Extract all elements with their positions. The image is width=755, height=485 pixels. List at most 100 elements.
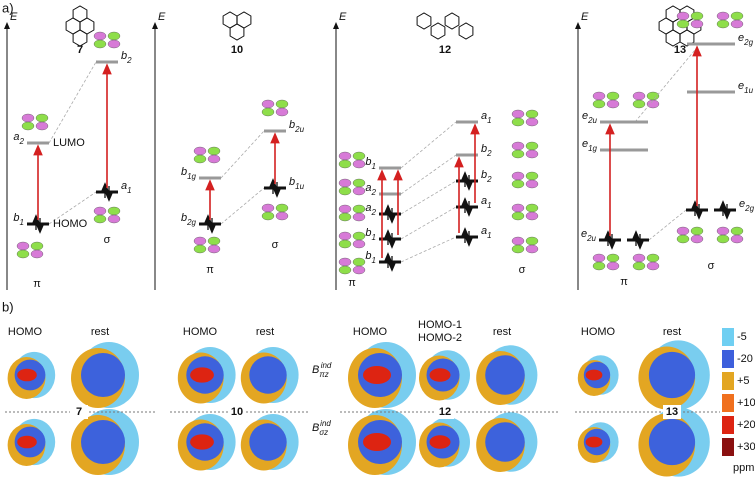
symbol: e [581, 228, 587, 240]
symbol: b [289, 176, 295, 188]
orbital-lobe [632, 261, 646, 271]
legend-swatch [722, 328, 734, 346]
number-bg [228, 405, 246, 419]
orbital-lobe [338, 178, 352, 188]
symmetry-label: σ [708, 260, 715, 272]
deshielding-core [363, 366, 391, 384]
orbital-lobe [338, 159, 352, 169]
orbital-lobe [690, 226, 704, 236]
orbital-lobe [676, 11, 690, 21]
orbital-lobe [632, 91, 646, 101]
orbital-lobe [592, 99, 606, 109]
symbol: e [582, 110, 588, 122]
symbol: a [121, 180, 127, 192]
legend-swatch [722, 350, 734, 368]
orbital-lobe [646, 253, 660, 263]
orbital-lobe [193, 244, 207, 254]
level-label: e2u [582, 110, 598, 125]
column-header: rest [256, 326, 274, 338]
orbital-lobe [676, 226, 690, 236]
orbital-lobe [352, 239, 366, 249]
symmetry-label: σ [272, 239, 279, 251]
orbital-lobe [352, 257, 366, 267]
molecule-ring [416, 12, 432, 30]
molecule-ring [679, 29, 695, 47]
level-label: a1 [481, 225, 492, 240]
orbital-lobe [632, 99, 646, 109]
level-label: b2u [289, 119, 305, 134]
orbital-lobe [592, 261, 606, 271]
column-header: HOMO [353, 326, 388, 338]
orbital-lobe [632, 253, 646, 263]
deshielding-core [190, 434, 214, 450]
orbital-lobe [261, 203, 275, 213]
level-label: a1 [121, 180, 132, 195]
column-header: HOMO [183, 326, 218, 338]
symbol: b [181, 166, 187, 178]
legend-label: +10 [737, 397, 755, 409]
symbol: a [481, 195, 487, 207]
level-label: a1 [481, 195, 492, 210]
deshielding-core [17, 435, 37, 449]
orbital-lobe [646, 261, 660, 271]
subscript: σz [319, 428, 328, 437]
shielding-core [81, 353, 125, 397]
subscript: 2 [371, 188, 377, 197]
orbital-lobe [716, 19, 730, 29]
subscript: 2 [126, 56, 132, 65]
orbital-lobe [716, 226, 730, 236]
axis-label: E [339, 11, 347, 23]
subscript: 1g [588, 144, 597, 153]
molecule-ring [458, 22, 474, 40]
subscript: 2u [586, 234, 596, 243]
symmetry-label: σ [519, 264, 526, 276]
orbital-lobe [525, 117, 539, 127]
legend-swatch [722, 438, 734, 456]
orbital-lobe [275, 107, 289, 117]
orbital-lobe [93, 31, 107, 41]
orbital-lobe [207, 244, 221, 254]
symmetry-label: π [33, 278, 41, 290]
column-header: HOMO-2 [418, 332, 462, 344]
subscript: 2g [744, 204, 754, 213]
level-label: b1 [365, 156, 376, 171]
correlation-line [648, 209, 687, 241]
orbital-lobe [338, 212, 352, 222]
legend-swatch [722, 372, 734, 390]
subscript: 2g [186, 218, 196, 227]
level-label: b1u [289, 176, 305, 191]
subscript: 1g [187, 172, 196, 181]
column-header: rest [493, 326, 511, 338]
molecule-ring [229, 23, 245, 41]
symbol: b [365, 227, 371, 239]
orbital-lobe [511, 211, 525, 221]
shielding-core [485, 422, 525, 462]
orbital-lobe [207, 146, 221, 156]
level-label: a1 [481, 110, 492, 125]
symbol: b [481, 143, 487, 155]
correlation-line [400, 180, 457, 215]
symmetry-label: π [348, 277, 356, 289]
orbital-lobe [511, 141, 525, 151]
symbol: b [121, 50, 127, 62]
subscript: 2 [19, 137, 25, 146]
molecule-ring [444, 12, 460, 30]
compound-number: 12 [439, 406, 451, 418]
symbol: b [289, 119, 295, 131]
symbol: a [365, 202, 371, 214]
legend-swatch [722, 394, 734, 412]
orbital-lobe [352, 212, 366, 222]
deshielding-core [429, 368, 451, 382]
orbital-lobe [676, 234, 690, 244]
compound-number: 10 [231, 44, 243, 56]
orbital-lobe [352, 265, 366, 275]
column-header: rest [663, 326, 681, 338]
subscript: 2u [294, 125, 304, 134]
orbital-lobe [511, 179, 525, 189]
symbol: B [312, 364, 319, 376]
correlation-line [634, 43, 701, 123]
orbital-lobe [716, 11, 730, 21]
shielding-core [648, 351, 696, 399]
orbital-lobe [525, 149, 539, 159]
